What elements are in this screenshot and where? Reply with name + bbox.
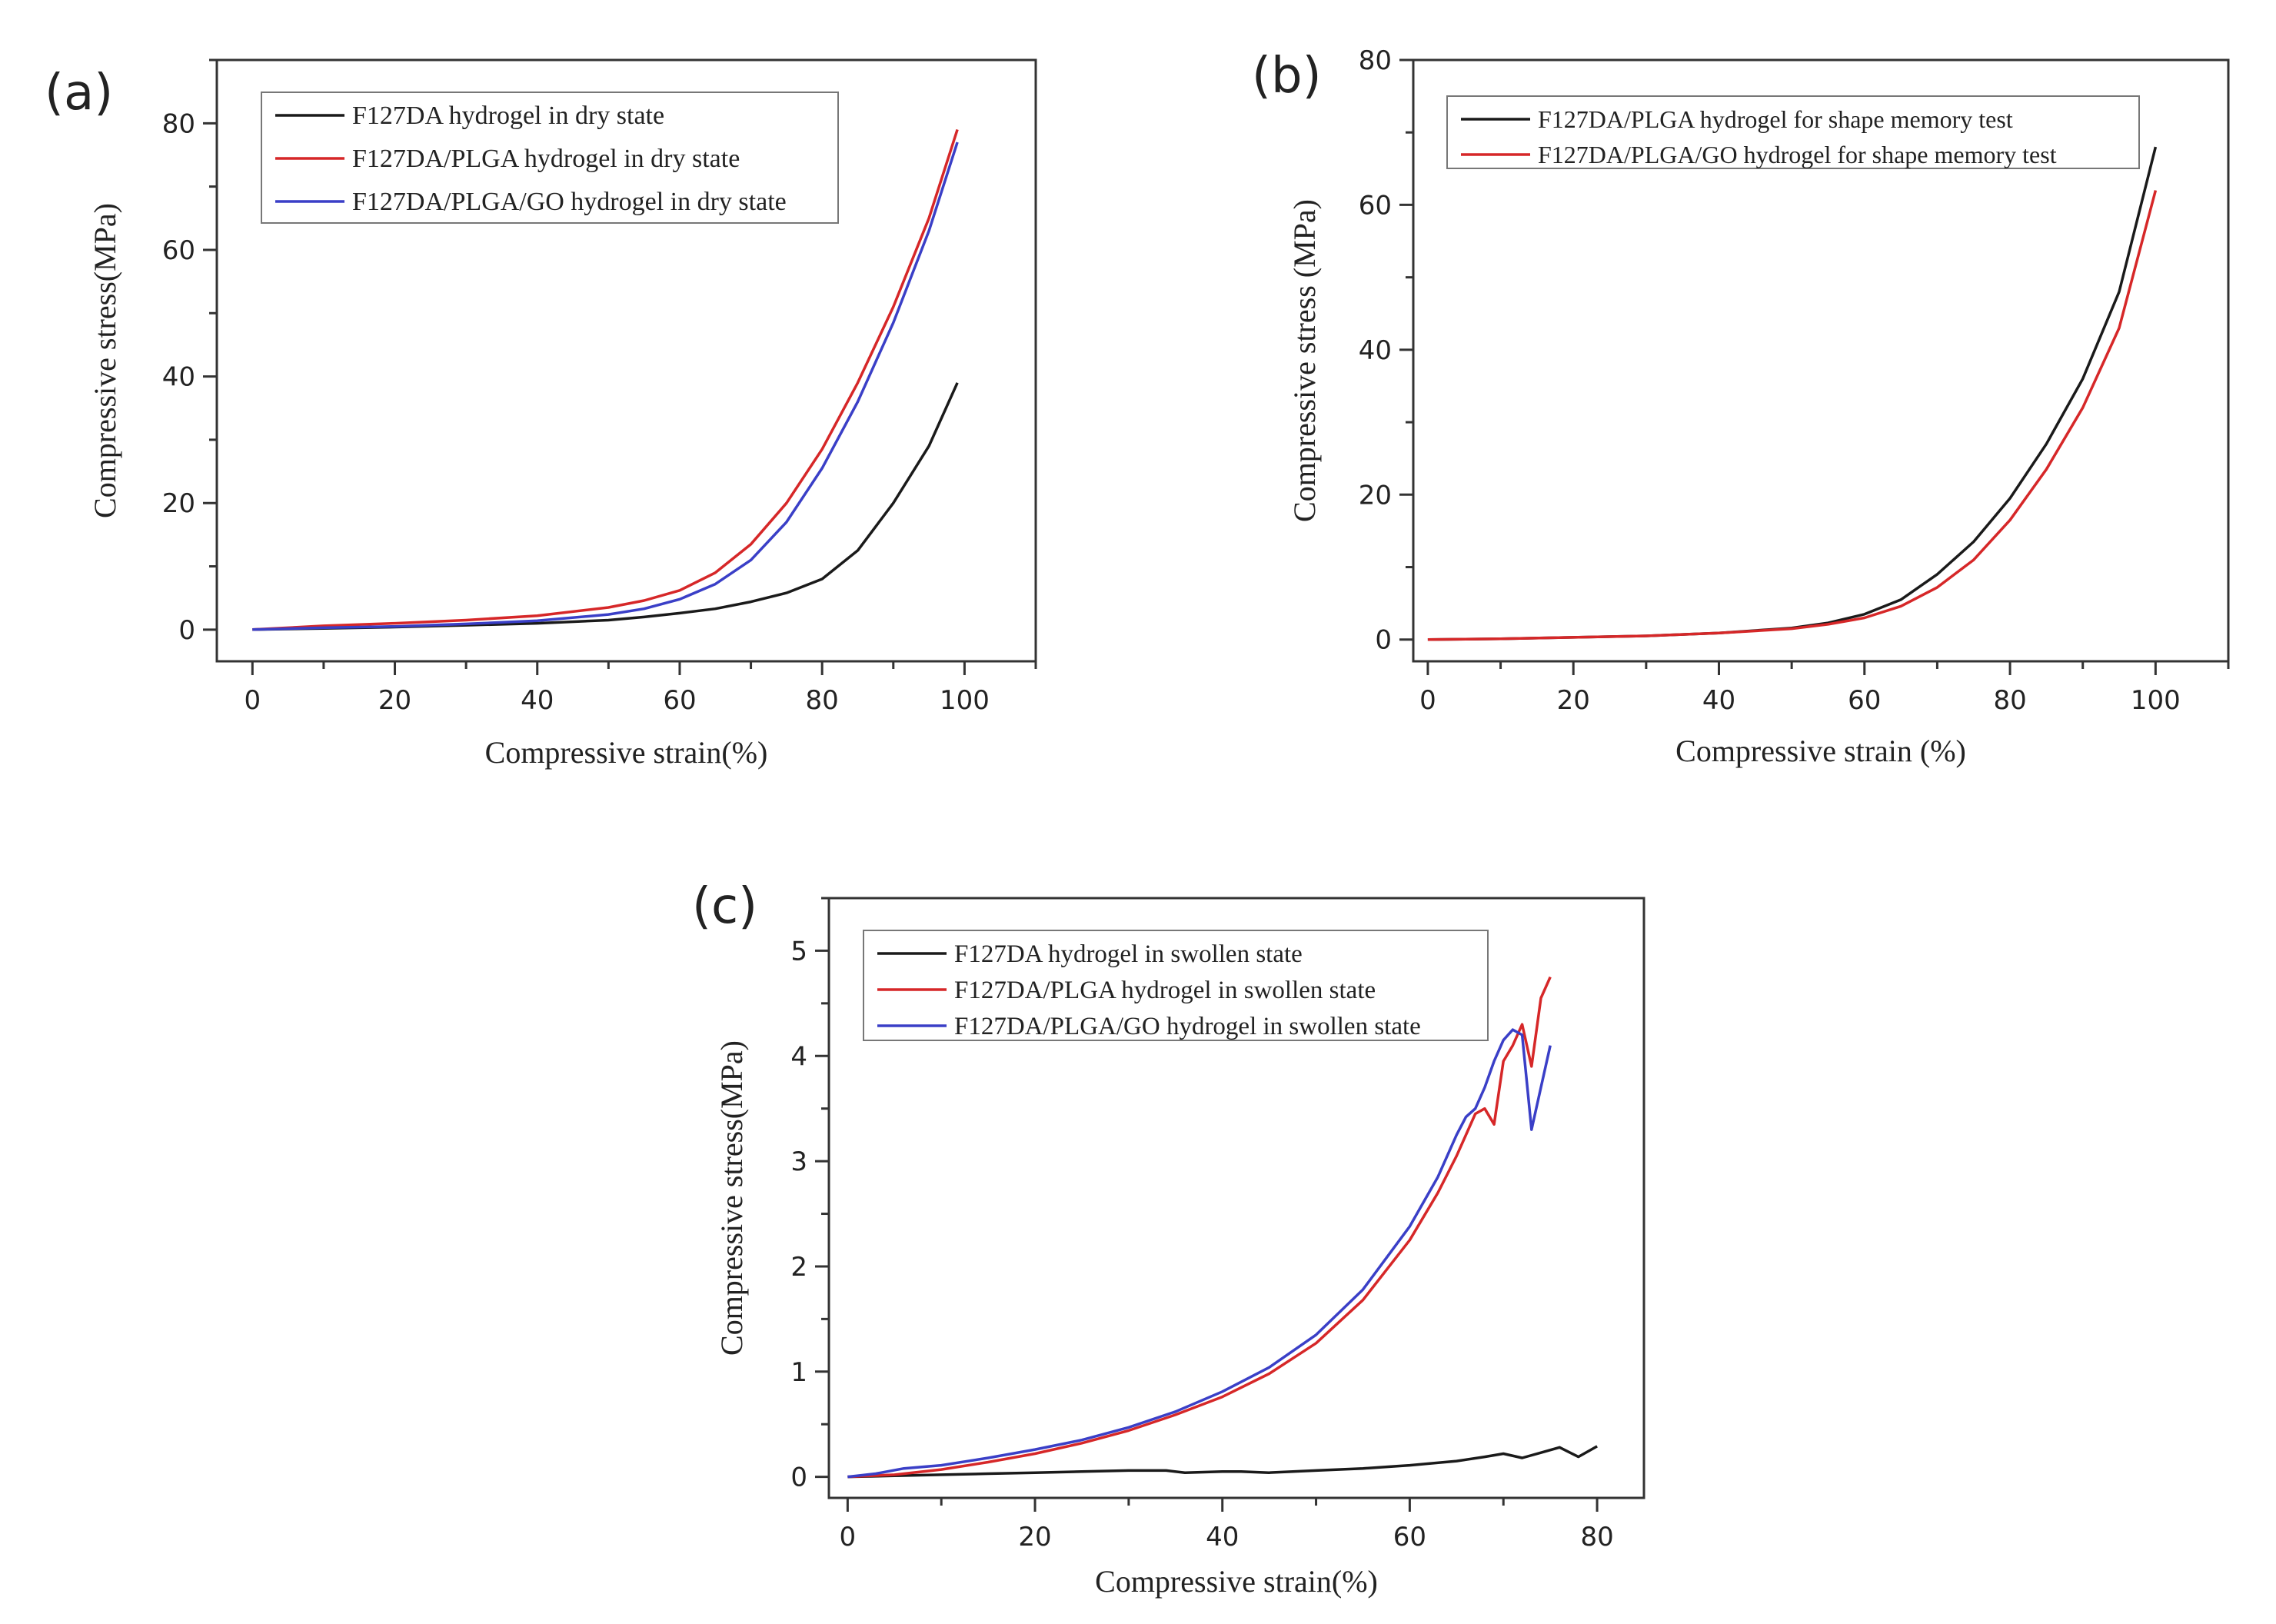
series-line-1 [847, 1445, 1598, 1479]
legend: F127DA hydrogel in swollen state F127DA/P… [863, 930, 1489, 1041]
series-line-1 [1427, 146, 2158, 641]
y-axis-label: Compressive stress(MPa) [88, 203, 122, 518]
y-tick-label: 1 [790, 1357, 807, 1388]
x-tick-label: 20 [378, 685, 411, 716]
y-tick-label: 20 [162, 488, 195, 519]
x-tick-label: 100 [2131, 685, 2181, 716]
x-axis-label: Compressive strain(%) [485, 735, 768, 770]
plot-frame [827, 897, 1645, 1499]
y-tick-label: 0 [790, 1463, 807, 1493]
x-tick-label: 40 [1702, 685, 1735, 716]
x-tick-label: 0 [840, 1522, 857, 1552]
x-tick-label: 60 [663, 685, 696, 716]
y-axis-label: Compressive stress(MPa) [714, 1040, 749, 1356]
series-line-2 [847, 976, 1552, 1479]
x-tick-label: 0 [244, 685, 261, 716]
x-axis-label: Compressive strain (%) [1675, 734, 1966, 768]
chart-panel-a: (a) 0 20 40 60 80 100 0 20 40 60 80 Compressive stra… [45, 58, 1037, 770]
y-tick-label: 0 [178, 615, 195, 646]
y-tick-label: 40 [162, 362, 195, 393]
chart-panel-c: (c) 0 20 40 60 80 0 1 2 3 4 5 Compressive strain(%) C… [692, 878, 1645, 1599]
legend-box [863, 930, 1489, 1041]
series-line-3 [252, 141, 959, 631]
y-axis-label: Compressive stress (MPa) [1287, 199, 1322, 522]
x-tick-label: 60 [1393, 1522, 1426, 1552]
plot-frame [215, 58, 1037, 663]
legend: F127DA/PLGA hydrogel for shape memory te… [1446, 95, 2140, 169]
y-tick-label: 40 [1359, 335, 1392, 366]
panel-label: (c) [692, 878, 757, 935]
legend: F127DA hydrogel in dry state F127DA/PLGA … [261, 92, 839, 224]
y-tick-label: 80 [1359, 45, 1392, 76]
y-tick-label: 4 [790, 1041, 807, 1072]
legend-box [261, 92, 839, 224]
y-tick-label: 5 [790, 936, 807, 967]
x-tick-label: 20 [1557, 685, 1590, 716]
x-tick-label: 20 [1018, 1522, 1051, 1552]
y-tick-label: 60 [162, 235, 195, 266]
legend-entry: F127DA hydrogel in dry state [352, 102, 664, 130]
legend-entry: F127DA/PLGA hydrogel in swollen state [954, 977, 1376, 1004]
legend-entry: F127DA hydrogel in swollen state [954, 940, 1303, 968]
y-tick-label: 2 [790, 1252, 807, 1283]
x-tick-label: 80 [1580, 1522, 1613, 1552]
legend-entry: F127DA/PLGA/GO hydrogel for shape memory… [1538, 141, 2057, 168]
y-tick-label: 80 [162, 108, 195, 139]
x-tick-label: 0 [1419, 685, 1436, 716]
x-tick-label: 80 [806, 685, 839, 716]
panel-label: (a) [45, 65, 113, 121]
y-tick-label: 0 [1375, 625, 1392, 656]
x-tick-label: 80 [1993, 685, 2026, 716]
y-tick-label: 20 [1359, 480, 1392, 511]
legend-entry: F127DA/PLGA/GO hydrogel in dry state [352, 188, 787, 216]
series-line-2 [1427, 190, 2158, 641]
series-line-2 [252, 128, 959, 631]
x-tick-label: 60 [1848, 685, 1881, 716]
legend-box [1446, 95, 2140, 169]
series-line-1 [252, 382, 959, 631]
legend-entry: F127DA/PLGA hydrogel for shape memory te… [1538, 105, 2013, 133]
x-axis-label: Compressive strain(%) [1095, 1564, 1378, 1599]
legend-entry: F127DA/PLGA hydrogel in dry state [352, 145, 740, 173]
panel-label: (b) [1252, 48, 1322, 105]
plot-frame [1412, 58, 2230, 663]
x-tick-label: 100 [940, 685, 990, 716]
x-tick-label: 40 [1206, 1522, 1239, 1552]
y-tick-label: 3 [790, 1146, 807, 1177]
x-tick-label: 40 [521, 685, 554, 716]
chart-panel-b: (b) 0 20 40 60 80 100 0 20 40 60 80 Compressive stra… [1252, 45, 2230, 768]
series-line-3 [847, 1028, 1552, 1479]
legend-entry: F127DA/PLGA/GO hydrogel in swollen state [954, 1013, 1421, 1040]
y-tick-label: 60 [1359, 190, 1392, 221]
